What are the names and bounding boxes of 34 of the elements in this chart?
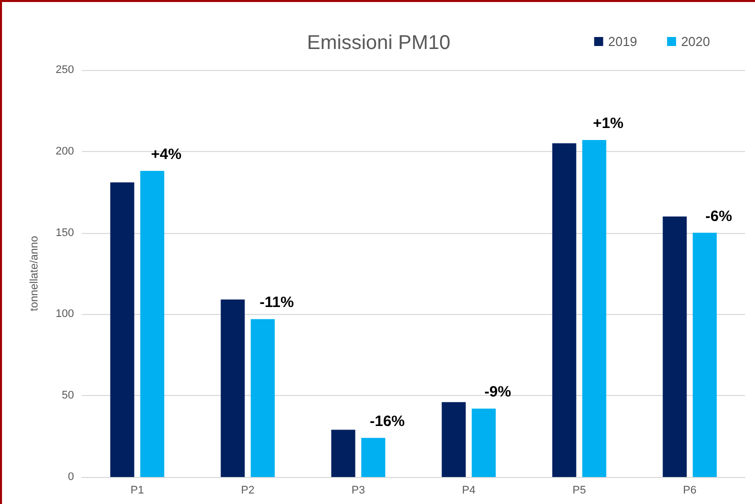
bar <box>250 319 275 477</box>
chart-title: Emissioni PM10 <box>307 32 450 54</box>
bar <box>472 408 496 477</box>
annotation: +4% <box>151 146 182 163</box>
x-tick-label: P4 <box>462 484 476 496</box>
x-tick-label: P1 <box>130 484 144 496</box>
bar <box>361 438 386 477</box>
bar <box>662 216 687 477</box>
annotation: +1% <box>593 115 624 132</box>
annotation: -11% <box>260 294 294 312</box>
x-tick-label: P2 <box>241 484 254 496</box>
bar <box>582 140 606 477</box>
legend-label: 2019 <box>608 34 638 49</box>
x-tick-label: P6 <box>683 484 696 496</box>
bar <box>552 143 576 477</box>
x-tick-label: P5 <box>572 484 586 496</box>
y-tick-label: 200 <box>56 145 74 158</box>
annotation: -16% <box>370 412 405 430</box>
y-tick-label: 50 <box>62 390 74 402</box>
annotation: -9% <box>484 384 512 401</box>
annotation: -6% <box>705 208 732 225</box>
bar <box>220 300 245 477</box>
bar <box>110 182 134 477</box>
x-tick-label: P3 <box>352 484 365 496</box>
y-tick-label: 150 <box>56 226 74 239</box>
legend-label: 2020 <box>681 34 710 49</box>
y-tick-label: 0 <box>68 471 74 483</box>
y-tick-label: 250 <box>56 64 74 76</box>
bar <box>331 430 356 477</box>
y-axis-title: tonnellate/anno <box>28 236 40 312</box>
y-tick-label: 100 <box>56 308 74 320</box>
bar <box>442 402 466 477</box>
bar <box>140 170 164 477</box>
bar <box>692 232 717 477</box>
